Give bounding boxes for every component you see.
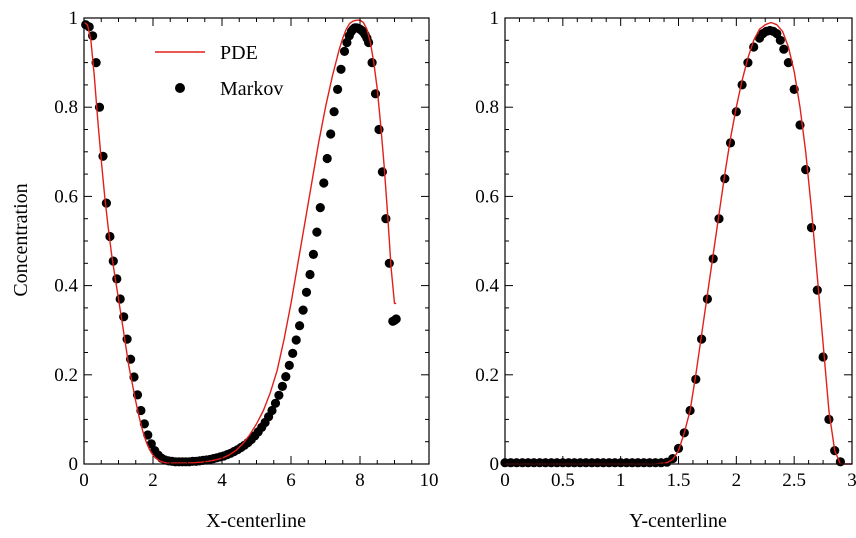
right-markov-point [801,165,811,175]
right-x-tick-label: 0 [500,470,510,491]
legend-markov-marker [175,83,185,93]
right-markov-point [779,44,789,54]
left-markov-point [374,124,384,135]
left-y-tick-label: 0 [69,454,79,475]
right-markov-point [806,223,817,233]
left-x-tick-label: 2 [148,470,158,491]
right-markov-point [783,58,794,68]
left-markov-point [274,390,284,400]
left-series-layer [81,19,401,467]
right-x-tick-label: 2.5 [782,470,806,491]
left-pde-line [83,19,397,464]
left-markov-point [305,269,315,280]
left-markov-point [295,321,305,331]
left-markov-point [291,335,301,345]
left-markov-point [333,84,343,94]
left-markov-point [322,153,332,164]
left-markov-point [301,287,312,297]
left-x-axis-label: X-centerline [206,510,306,532]
right-markov-point [824,414,834,424]
left-markov-point [298,305,308,315]
left-x-tick-label: 10 [420,470,439,491]
right-y-tick-label: 0.4 [475,276,499,297]
left-x-tick-label: 6 [286,470,296,491]
left-markov-point [112,274,122,284]
right-panel: 0 0.5 1 1.5 2 2.5 3 0 0.2 0.4 0.6 0.8 1 Y-centerline [475,8,856,532]
right-y-tick-label: 0.8 [475,97,499,118]
right-x-axis-label: Y-centerline [629,510,727,532]
left-markov-point [115,294,125,304]
left-markov-point [384,258,394,268]
left-y-axis-label: Concentration [10,183,32,296]
left-panel: 0 2 4 6 8 10 0 0.2 0.4 0.6 0.8 1 PDE Markov X-cente… [10,8,439,532]
left-markov-point [101,198,111,208]
left-markov-point [364,37,374,48]
left-markov-point [336,64,346,74]
left-markov-point [270,398,281,408]
left-markov-point [319,178,329,188]
right-y-tick-label: 0.6 [475,186,499,207]
left-markov-point [267,405,277,416]
left-markov-point [315,203,325,213]
right-markov-point [691,374,701,384]
right-y-tick-label: 1 [490,8,500,29]
right-markov-point [775,35,785,45]
right-y-tick-label: 0.2 [475,365,499,386]
right-x-tick-label: 1 [616,470,626,491]
right-markov-point [725,138,736,148]
left-y-tick-label: 0.4 [54,276,78,297]
right-x-tick-label: 3 [847,470,856,491]
left-markov-point [312,227,322,237]
left-y-tick-label: 0.6 [54,186,78,207]
right-markov-point [731,107,741,117]
right-ticks: 0 0.5 1 1.5 2 2.5 3 0 0.2 0.4 0.6 0.8 1 [475,8,856,491]
right-markov-point [812,285,822,295]
legend: PDE Markov [155,42,283,100]
left-markov-point [308,249,318,259]
right-pde-line [505,21,852,465]
left-x-tick-label: 4 [217,470,227,491]
right-x-tick-label: 0.5 [551,470,575,491]
right-markov-point [737,80,747,90]
legend-pde-label: PDE [220,42,258,64]
left-markov-point [339,46,350,57]
left-markov-point [381,214,391,224]
left-markov-point [277,381,287,391]
left-markov-point [367,58,377,68]
left-markov-point [391,314,401,324]
left-y-tick-label: 0.8 [54,97,78,118]
right-series-layer [500,21,852,468]
legend-markov-label: Markov [220,78,283,100]
left-markov-point [288,348,298,358]
left-markov-point [281,372,291,382]
left-x-tick-label: 8 [355,470,365,491]
left-markov-point [377,167,387,177]
left-markov-point [98,151,108,161]
left-y-tick-label: 1 [69,8,79,29]
left-markov-point [143,430,153,440]
right-x-tick-label: 2 [732,470,742,491]
left-y-tick-label: 0.2 [54,365,78,386]
left-ticks: 0 2 4 6 8 10 0 0.2 0.4 0.6 0.8 1 [54,8,438,491]
left-x-tick-label: 0 [79,470,89,491]
left-markov-point [284,360,294,370]
left-markov-point [326,129,336,139]
right-y-tick-label: 0 [490,454,500,475]
left-markov-point [329,107,339,117]
right-x-tick-label: 1.5 [667,470,691,491]
right-markov-point [818,352,828,362]
